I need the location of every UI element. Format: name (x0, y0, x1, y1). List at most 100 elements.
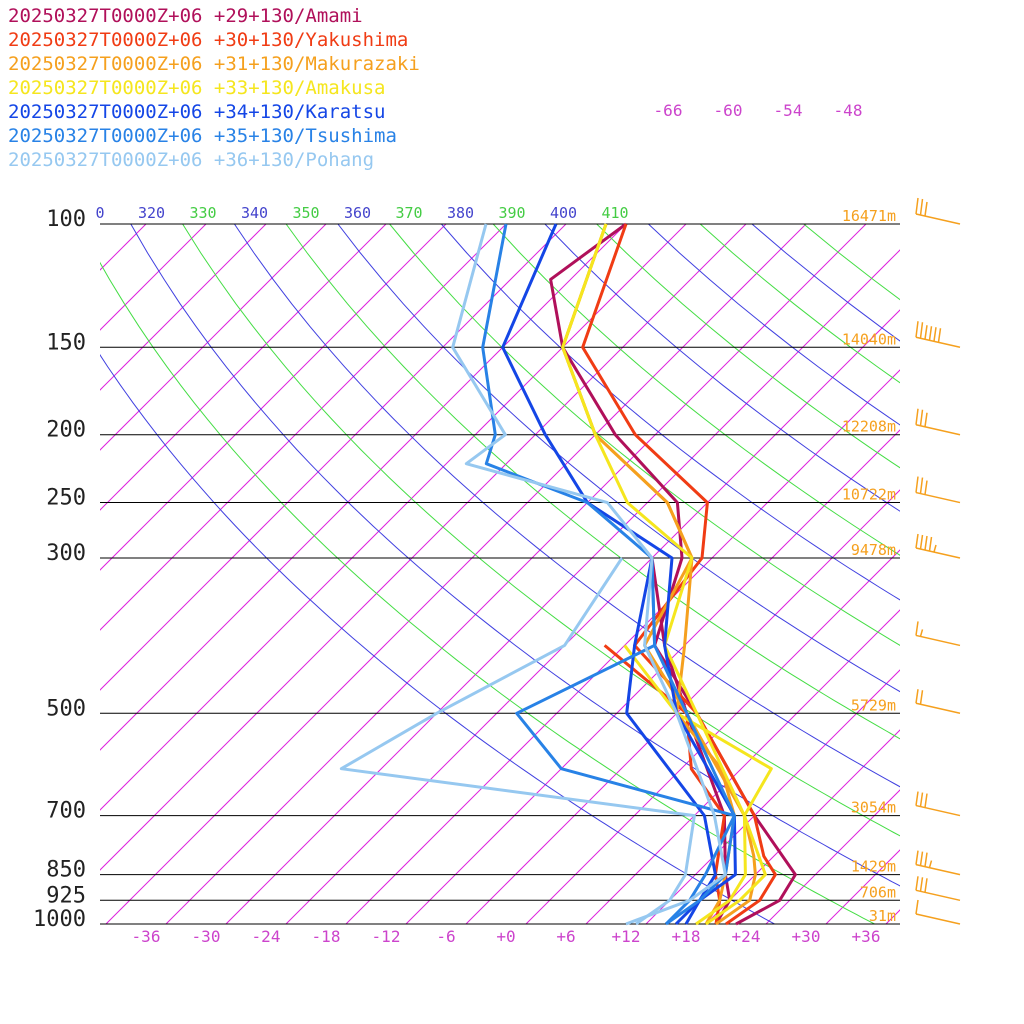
temperature-tick-label: +6 (556, 927, 575, 946)
temperature-tick-label: +24 (732, 927, 761, 946)
pressure-tick-label: 850 (46, 858, 86, 883)
theta-label: 330 (189, 204, 216, 222)
pressure-tick-label: 200 (46, 418, 86, 443)
series-dewpoint-line (515, 557, 736, 926)
isotherm-line (100, 224, 147, 271)
theta-label: 380 (447, 204, 474, 222)
temperature-tick-label: -24 (252, 927, 281, 946)
legend-entry: 20250327T0000Z+06 +34+130/Karatsu (8, 101, 386, 123)
wind-barb (915, 899, 961, 925)
legend-entry: 20250327T0000Z+06 +31+130/Makurazaki (8, 53, 420, 75)
temperature-tick-label: -6 (436, 927, 455, 946)
legend-entry: 20250327T0000Z+06 +30+130/Yakushima (8, 29, 409, 51)
isotherm-top-label: -54 (774, 101, 803, 120)
isotherm-line (645, 669, 900, 924)
theta-label: 350 (292, 204, 319, 222)
theta-label: 370 (395, 204, 422, 222)
isotherm-line (585, 609, 900, 924)
theta-label: 320 (138, 204, 165, 222)
legend-entry: 20250327T0000Z+06 +36+130/Pohang (8, 149, 375, 171)
temperature-tick-label: +18 (672, 927, 701, 946)
theta-label: 400 (550, 204, 577, 222)
pressure-tick-label: 100 (46, 207, 86, 232)
temperature-tick-label: -30 (192, 927, 221, 946)
series-dewpoint-line (339, 557, 696, 926)
isotherm-line (165, 224, 867, 924)
wind-barb (915, 850, 961, 876)
isotherm-line (345, 369, 900, 924)
temperature-tick-label: +36 (852, 927, 881, 946)
isotherm-line (100, 224, 687, 811)
dry-adiabat-line (233, 224, 900, 788)
temperature-tick-label: +30 (792, 927, 821, 946)
wind-barb (915, 791, 961, 817)
isotherm-line (705, 729, 900, 924)
isotherm-line (100, 224, 507, 631)
height-label: 14040m (842, 330, 896, 348)
dry-adiabat-line (130, 224, 900, 887)
series-dewpoint-line (623, 644, 773, 926)
isotherm-top-label: -66 (654, 101, 683, 120)
temperature-tick-label: +0 (496, 927, 515, 946)
wind-barb (915, 533, 961, 559)
isotherm-line (225, 249, 900, 924)
isotherm-top-label: -60 (714, 101, 743, 120)
series-temperature-line (501, 223, 737, 926)
height-label: 9478m (851, 541, 896, 559)
legend-entry: 20250327T0000Z+06 +29+130/Amami (8, 5, 363, 27)
legend-entry: 20250327T0000Z+06 +35+130/Tsushima (8, 125, 397, 147)
legend: 20250327T0000Z+06 +29+130/Amami 20250327T… (8, 4, 420, 172)
pressure-tick-label: 500 (46, 696, 86, 721)
height-label: 706m (860, 883, 896, 901)
height-label: 31m (869, 907, 896, 925)
series-temperature-line (451, 223, 727, 926)
wind-barb (915, 476, 961, 504)
dry-adiabat-line (441, 224, 900, 601)
height-label: 3054m (851, 799, 896, 817)
height-label: 10722m (842, 486, 896, 504)
pressure-tick-label: 700 (46, 799, 86, 824)
legend-entry: 20250327T0000Z+06 +33+130/Amakusa (8, 77, 386, 99)
isotherm-line (885, 909, 900, 924)
isotherm-line (100, 224, 567, 691)
wind-barb (915, 197, 961, 225)
temperature-tick-label: +12 (612, 927, 641, 946)
temperature-tick-label: -36 (132, 927, 161, 946)
theta-label: 340 (241, 204, 268, 222)
wind-barb (915, 689, 961, 715)
isotherm-top-label: -48 (834, 101, 863, 120)
pressure-tick-label: 925 (46, 883, 86, 908)
height-label: 1429m (851, 858, 896, 876)
isotherm-line (525, 549, 900, 924)
dry-adiabat-line (492, 224, 900, 556)
pressure-tick-label: 1000 (33, 907, 86, 932)
isotherm-line (100, 224, 747, 871)
series-temperature-line (549, 222, 797, 926)
isotherm-line (0, 69, 241, 924)
height-label: 16471m (842, 207, 896, 225)
wind-barb (915, 621, 961, 647)
theta-label: 360 (344, 204, 371, 222)
dry-adiabat-line (648, 224, 900, 426)
isotherm-line (0, 69, 181, 924)
dry-adiabat-line (285, 224, 900, 740)
isotherm-line (100, 224, 627, 751)
dry-adiabat-line (803, 224, 900, 301)
dry-adiabat-line (337, 224, 900, 693)
height-label: 5729m (851, 696, 896, 714)
theta-label: 0 (95, 204, 104, 222)
dry-adiabat-line (389, 224, 900, 646)
wind-barb (915, 876, 961, 902)
theta-label: 410 (601, 204, 628, 222)
height-label: 12208m (842, 418, 896, 436)
dry-adiabat-line (596, 224, 900, 469)
isotherm-line (105, 224, 807, 924)
temperature-tick-label: -12 (372, 927, 401, 946)
pressure-tick-label: 150 (46, 330, 86, 355)
dry-adiabat-line (100, 261, 876, 924)
pressure-tick-label: 300 (46, 541, 86, 566)
wind-barb (915, 321, 961, 348)
isotherm-line (405, 429, 900, 924)
